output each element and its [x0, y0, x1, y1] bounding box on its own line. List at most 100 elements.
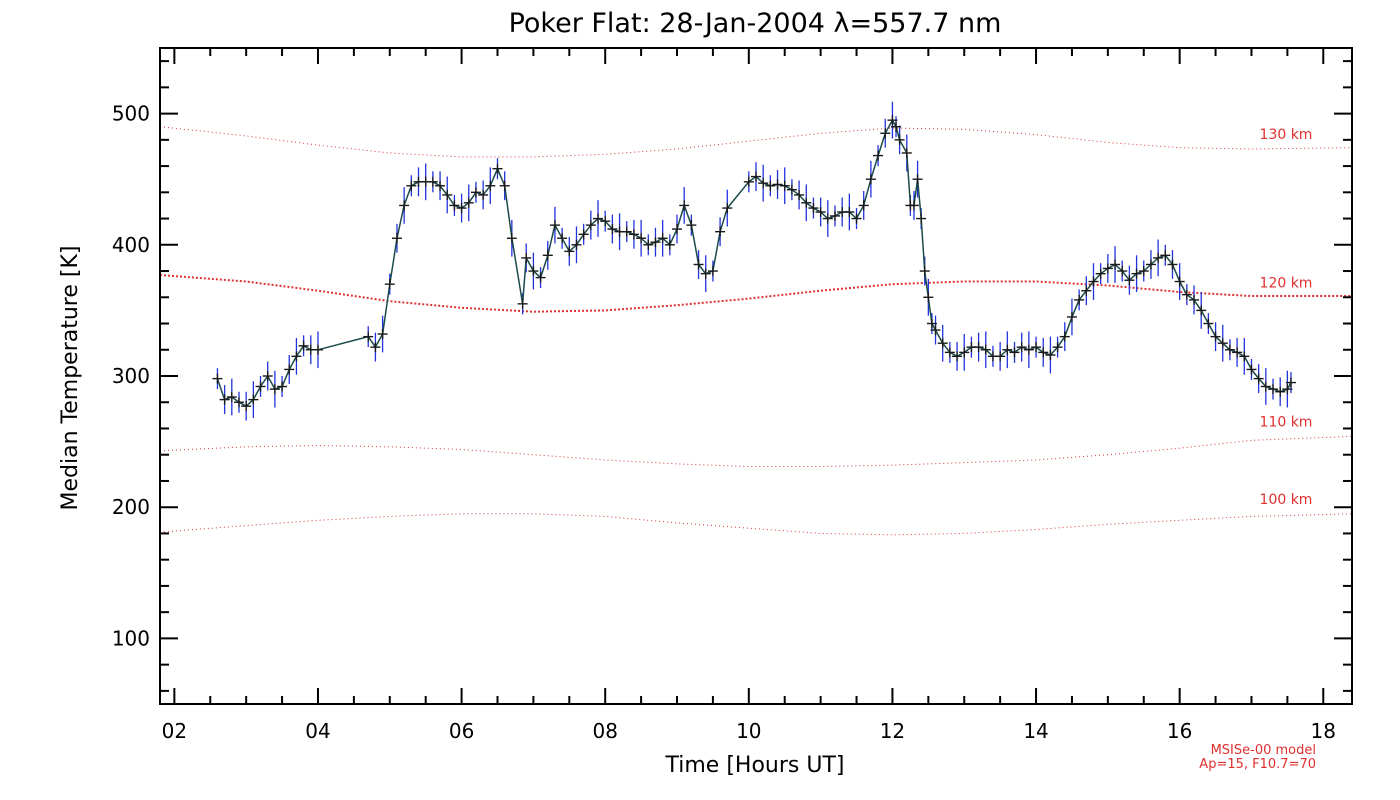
data-point	[829, 210, 840, 221]
data-point	[973, 342, 984, 353]
data-point	[1009, 347, 1020, 358]
data-point	[1138, 266, 1149, 277]
data-point	[995, 351, 1006, 362]
x-tick-label: 02	[162, 719, 187, 743]
data-point	[1174, 276, 1185, 287]
data-point	[578, 229, 589, 240]
data-point	[1210, 331, 1221, 342]
data-point	[851, 213, 862, 224]
data-point	[1124, 275, 1135, 286]
y-axis-label: Median Temperature [K]	[58, 246, 83, 511]
data-point	[894, 134, 905, 145]
data-point	[1232, 347, 1243, 358]
data-point	[1268, 384, 1279, 395]
model-curve	[159, 513, 1353, 536]
data-point	[758, 178, 769, 189]
data-point	[291, 351, 302, 362]
data-point	[564, 246, 575, 257]
data-point	[241, 401, 252, 412]
data-point	[743, 176, 754, 187]
data-point	[1023, 344, 1034, 355]
model-footnote-line-2: Ap=15, F10.7=70	[1199, 757, 1316, 772]
model-curve-label: 100 km	[1260, 492, 1313, 508]
data-point	[233, 397, 244, 408]
data-point	[399, 200, 410, 211]
data-point	[1181, 289, 1192, 300]
data-point	[557, 233, 568, 244]
data-point	[442, 189, 453, 200]
data-point	[492, 163, 503, 174]
x-tick-label: 12	[880, 719, 905, 743]
data-point	[219, 394, 230, 405]
data-point	[901, 147, 912, 158]
data-point	[926, 318, 937, 329]
data-point	[1074, 294, 1085, 305]
data-point	[1002, 344, 1013, 355]
data-point	[865, 174, 876, 185]
data-point	[485, 180, 496, 191]
data-point	[693, 259, 704, 270]
data-point	[679, 200, 690, 211]
y-tick-label: 300	[112, 364, 150, 388]
data-point	[621, 226, 632, 237]
data-point	[506, 233, 517, 244]
data-point	[1088, 276, 1099, 287]
data-point	[470, 187, 481, 198]
data-point	[715, 226, 726, 237]
data-point	[1285, 377, 1296, 388]
data-point	[298, 340, 309, 351]
data-point	[1131, 268, 1142, 279]
data-point	[686, 220, 697, 231]
plot-frame	[159, 47, 1353, 705]
x-tick-label: 18	[1311, 719, 1336, 743]
data-point	[427, 176, 438, 187]
data-point	[887, 115, 898, 126]
data-point	[1160, 250, 1171, 261]
model-curve-label: 120 km	[1260, 275, 1313, 291]
chart-title: Poker Flat: 28-Jan-2004 λ=557.7 nm	[509, 8, 1002, 39]
data-point	[517, 298, 528, 309]
data-point	[1066, 311, 1077, 322]
data-point	[535, 272, 546, 283]
data-point	[930, 325, 941, 336]
data-point	[1031, 342, 1042, 353]
data-point	[549, 220, 560, 231]
x-tick-label: 08	[592, 719, 617, 743]
data-point	[1016, 342, 1027, 353]
data-point	[858, 200, 869, 211]
data-point	[1059, 331, 1070, 342]
data-point	[657, 233, 668, 244]
data-point	[391, 233, 402, 244]
data-point	[1253, 373, 1264, 384]
data-point	[248, 394, 259, 405]
data-point	[1217, 338, 1228, 349]
data-point	[916, 213, 927, 224]
data-point	[1102, 263, 1113, 274]
data-point	[1038, 347, 1049, 358]
data-point	[277, 381, 288, 392]
data-point	[664, 239, 675, 250]
data-point	[1117, 266, 1128, 277]
model-footnote-line-1: MSISe-00 model	[1211, 743, 1316, 758]
model-curves	[159, 126, 1353, 536]
data-point	[1275, 386, 1286, 397]
data-point	[212, 373, 223, 384]
x-tick-labels: 02 04 06 08 10 12 14 16 18	[162, 719, 1336, 743]
data-point	[844, 207, 855, 217]
data-point	[980, 344, 991, 355]
data-point	[1224, 344, 1235, 355]
data-point	[1153, 252, 1164, 263]
data-point	[499, 180, 510, 191]
x-tick-label: 14	[1023, 719, 1048, 743]
data-point	[873, 150, 884, 161]
data-point	[600, 216, 611, 227]
data-point	[722, 203, 733, 214]
data-point	[406, 180, 417, 191]
data-point	[786, 184, 797, 195]
data-point	[1203, 318, 1214, 329]
data-point	[919, 266, 930, 277]
model-curve-label: 130 km	[1260, 127, 1313, 143]
data-point	[937, 338, 948, 349]
data-point	[377, 329, 388, 340]
model-curve	[159, 435, 1353, 467]
